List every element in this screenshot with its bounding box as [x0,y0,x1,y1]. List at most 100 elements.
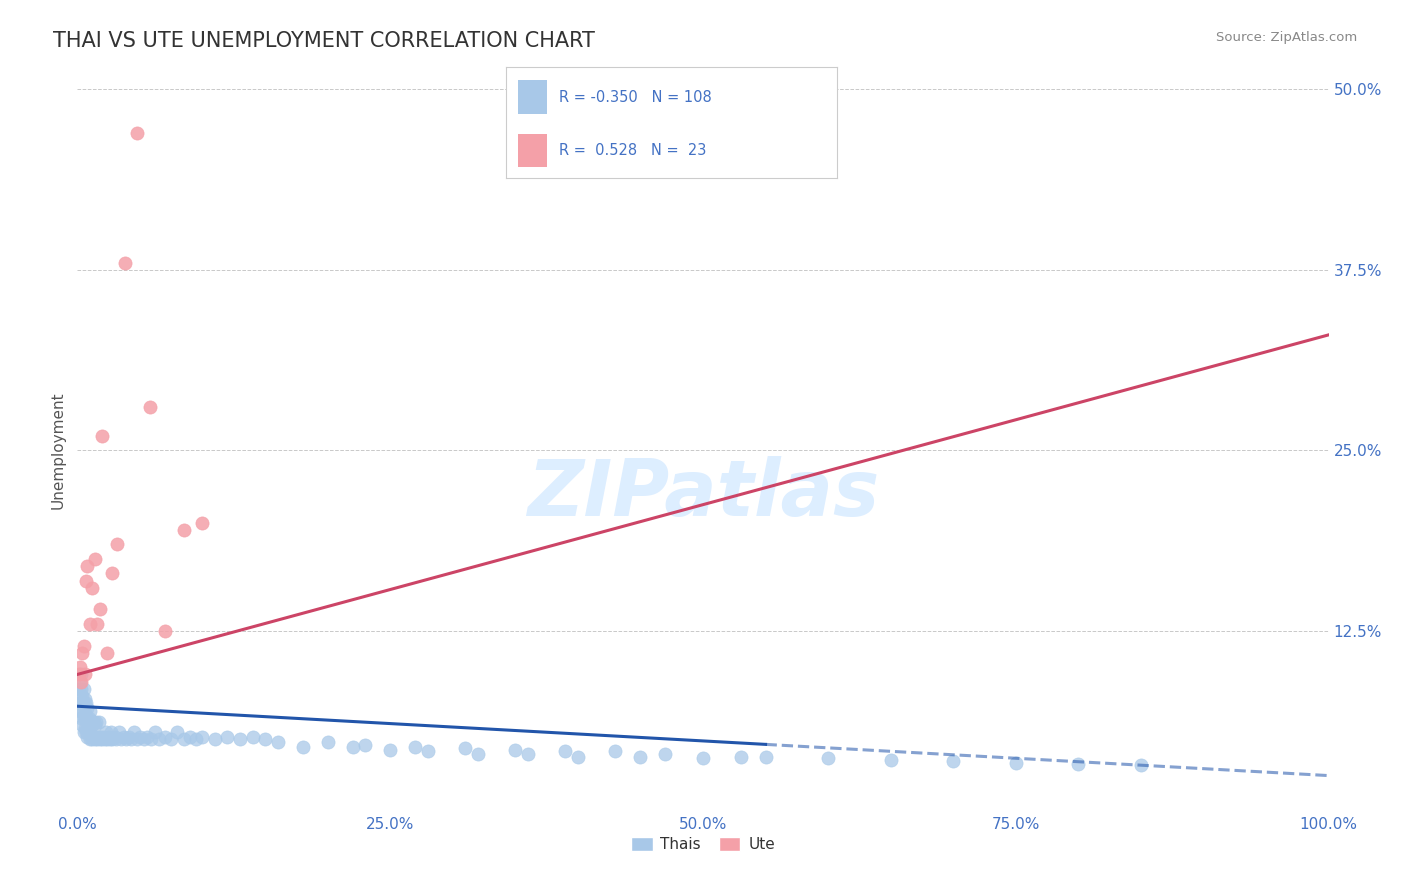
Point [82,732,104,747]
Point [70,667,93,681]
Point [503,742,526,756]
Point [77,711,100,725]
Point [96,646,118,660]
Point [73,667,96,681]
Point [70,711,93,725]
Y-axis label: Unemployment: Unemployment [51,392,66,509]
Point [94,725,117,739]
Point [72,711,94,725]
Text: R =  0.528   N =  23: R = 0.528 N = 23 [560,143,706,158]
Point [110,732,132,747]
Point [69,674,91,689]
Point [76,715,98,730]
Point [75,725,97,739]
Point [654,747,676,761]
Point [186,732,208,747]
Point [1004,756,1026,770]
Point [132,732,155,747]
Point [173,523,195,537]
Point [91,732,114,747]
Point [354,738,377,752]
Point [82,718,104,732]
Point [630,749,652,764]
Point [153,730,176,744]
Point [72,696,94,710]
Point [605,744,627,758]
Point [83,551,105,566]
Point [179,730,201,744]
Point [72,718,94,732]
Point [67,696,90,710]
Point [117,730,139,744]
Point [107,725,129,739]
Point [127,732,149,747]
Point [114,255,136,269]
Point [454,741,477,756]
Point [730,749,752,764]
Point [554,744,576,758]
Point [191,516,214,530]
Point [105,537,128,551]
Point [467,747,489,761]
Point [69,689,91,703]
Point [87,730,110,744]
Point [87,715,110,730]
Point [86,616,108,631]
Point [70,674,93,689]
Point [880,753,903,767]
Point [76,730,98,744]
Point [75,711,97,725]
Point [242,730,264,744]
Point [204,732,226,747]
Text: ZIPatlas: ZIPatlas [527,456,879,532]
Point [84,715,107,730]
Point [516,747,538,761]
Point [101,566,124,581]
Point [692,751,714,765]
Point [404,739,426,754]
Point [72,725,94,739]
Point [122,725,145,739]
Point [89,602,111,616]
Point [83,730,105,744]
Point [1129,758,1152,772]
Legend: Thais, Ute: Thais, Ute [626,830,780,858]
Point [76,559,98,574]
Point [73,721,96,735]
Text: THAI VS UTE UNEMPLOYMENT CORRELATION CHART: THAI VS UTE UNEMPLOYMENT CORRELATION CHA… [53,31,595,51]
Point [96,732,118,747]
Point [141,732,163,747]
Point [229,732,252,747]
Point [70,696,93,710]
Point [266,735,288,749]
Point [101,732,124,747]
Point [72,639,94,653]
Point [112,730,135,744]
Point [291,739,314,754]
Point [73,692,96,706]
Point [217,730,239,744]
Point [942,754,965,768]
FancyBboxPatch shape [517,134,547,168]
Point [72,704,94,718]
FancyBboxPatch shape [517,80,547,114]
Point [73,706,96,721]
Text: Source: ZipAtlas.com: Source: ZipAtlas.com [1216,31,1357,45]
Point [160,732,183,747]
Point [1067,757,1090,772]
Point [80,714,103,728]
Point [69,704,91,718]
Point [567,749,589,764]
Point [136,730,159,744]
Point [416,744,439,758]
Point [75,696,97,710]
Point [80,728,103,742]
Point [79,718,101,732]
Point [90,730,112,744]
Point [79,616,101,631]
Point [316,735,339,749]
Point [342,739,364,754]
Point [94,732,117,747]
Point [166,725,188,739]
Point [93,730,115,744]
